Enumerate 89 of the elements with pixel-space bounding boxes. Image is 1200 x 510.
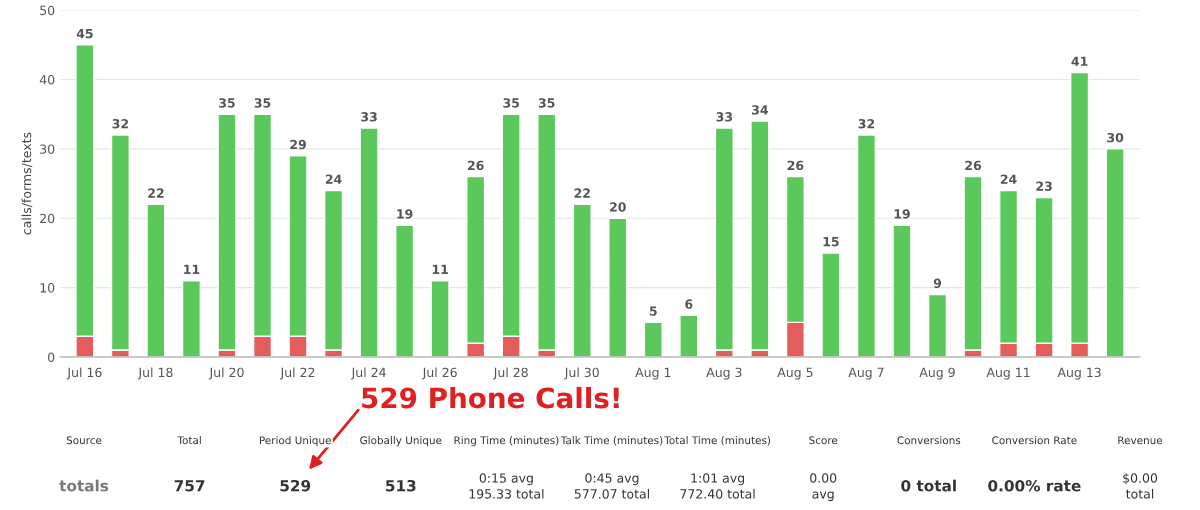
x-tick-label: Aug 5	[777, 367, 813, 380]
text: Talk Time (minutes)	[560, 436, 663, 446]
bar	[892, 224, 912, 357]
text: totals	[59, 479, 109, 492]
total-label: 35	[219, 98, 235, 108]
x-tick-label: Aug 9	[919, 367, 955, 380]
total-label: 23	[1036, 181, 1052, 191]
text: 513	[386, 479, 416, 492]
text: Ring Time (minutes)	[454, 436, 559, 447]
bar	[146, 203, 166, 357]
total-label: 24	[1000, 174, 1017, 184]
bar	[359, 127, 379, 357]
text: 529	[280, 479, 311, 492]
total-label: 30	[1107, 132, 1124, 143]
x-tick-label: Aug 1	[635, 367, 671, 380]
x-tick-label: Jul 30	[564, 367, 599, 380]
total-label: 32	[112, 119, 129, 129]
total-label: 35	[254, 98, 271, 108]
text: $0.00 total	[1123, 473, 1158, 499]
text: Total Time (minutes)	[664, 436, 771, 446]
y-axis-title: calls/forms/texts	[21, 132, 33, 235]
y-tick-label: 10	[40, 283, 55, 293]
total-label: 11	[184, 264, 200, 274]
bar	[927, 293, 948, 357]
total-label: 15	[823, 237, 839, 247]
total-label: 6	[685, 299, 693, 309]
total-label: 33	[716, 112, 733, 122]
total-label: 9	[933, 278, 942, 288]
total-label: 29	[290, 139, 306, 150]
text: Period Unique	[259, 436, 331, 447]
y-tick-label: 20	[40, 213, 55, 224]
text: Conversion Rate	[992, 436, 1077, 445]
text: Score	[809, 436, 838, 445]
text: Conversions	[897, 436, 961, 445]
text: 757	[174, 480, 205, 492]
total-label: 20	[610, 202, 626, 212]
x-tick-label: Aug 13	[1057, 367, 1101, 380]
total-label: 24	[325, 174, 342, 184]
total-label: 11	[432, 264, 448, 274]
bar	[572, 203, 592, 357]
y-tick-label: 30	[40, 144, 55, 154]
bar	[821, 252, 841, 357]
total-label: 35	[538, 98, 555, 108]
total-label: 26	[787, 160, 804, 171]
text: 0.00% rate	[988, 479, 1081, 492]
y-tick-label: 40	[39, 75, 55, 85]
text: 0.00 avg	[810, 473, 837, 502]
bar	[856, 134, 877, 357]
text: 0:45 avg 577.07 total	[574, 473, 649, 499]
total-label: 22	[574, 188, 590, 198]
total-label: 19	[397, 209, 413, 219]
y-tick-label: 0	[48, 352, 55, 362]
text: 1:01 avg 772.40 total	[680, 473, 755, 499]
x-tick-label: Aug 7	[848, 367, 884, 380]
bar	[608, 217, 628, 357]
total-label: 33	[361, 112, 377, 122]
bar	[430, 280, 450, 357]
x-tick-label: Jul 24	[350, 367, 386, 380]
x-tick-label: Jul 18	[137, 367, 173, 380]
x-tick-label: Jul 20	[208, 367, 244, 380]
text: 529 Phone Calls!	[362, 386, 619, 409]
total-label: 41	[1071, 56, 1088, 66]
x-tick-label: Jul 16	[66, 367, 102, 380]
text: Source	[66, 436, 102, 445]
bar	[181, 280, 202, 357]
bar	[679, 314, 699, 357]
total-label: 34	[752, 105, 768, 115]
text: Revenue	[1118, 436, 1163, 445]
x-tick-label: Aug 3	[706, 367, 742, 380]
text: Globally Unique	[360, 436, 442, 447]
bar	[395, 224, 415, 357]
x-tick-label: Jul 22	[279, 367, 315, 380]
total-label: 19	[894, 209, 910, 219]
total-label: 32	[858, 119, 875, 129]
x-tick-label: Jul 26	[422, 367, 457, 380]
total-label: 35	[503, 98, 520, 108]
total-label: 26	[965, 160, 982, 171]
text: 0 total	[901, 479, 956, 492]
text: 0:15 avg 195.33 total	[469, 473, 544, 499]
total-label: 5	[649, 306, 657, 316]
y-tick-label: 50	[40, 5, 55, 16]
text: Total	[177, 436, 201, 445]
bar	[1105, 148, 1125, 357]
total-label: 22	[148, 188, 164, 198]
total-label: 26	[467, 160, 484, 171]
bar	[643, 321, 663, 357]
x-tick-label: Jul 28	[493, 367, 528, 380]
x-tick-label: Aug 11	[986, 367, 1030, 380]
total-label: 45	[76, 29, 93, 39]
